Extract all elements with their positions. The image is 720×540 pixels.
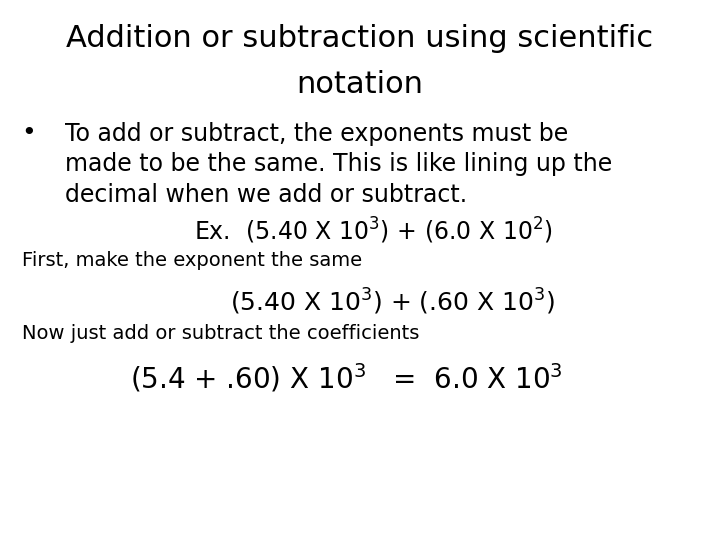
Text: (5.4 + .60) X 10$^3$   =  6.0 X 10$^3$: (5.4 + .60) X 10$^3$ = 6.0 X 10$^3$ <box>130 362 562 395</box>
Text: Ex.  (5.40 X 10$^3$) + (6.0 X 10$^2$): Ex. (5.40 X 10$^3$) + (6.0 X 10$^2$) <box>194 216 553 246</box>
Text: Addition or subtraction using scientific: Addition or subtraction using scientific <box>66 24 654 53</box>
Text: made to be the same. This is like lining up the: made to be the same. This is like lining… <box>65 152 612 176</box>
Text: notation: notation <box>297 70 423 99</box>
Text: decimal when we add or subtract.: decimal when we add or subtract. <box>65 183 467 206</box>
Text: •: • <box>22 122 36 145</box>
Text: First, make the exponent the same: First, make the exponent the same <box>22 251 361 270</box>
Text: (5.40 X 10$^3$) + (.60 X 10$^3$): (5.40 X 10$^3$) + (.60 X 10$^3$) <box>230 287 555 318</box>
Text: Now just add or subtract the coefficients: Now just add or subtract the coefficient… <box>22 324 419 343</box>
Text: To add or subtract, the exponents must be: To add or subtract, the exponents must b… <box>65 122 568 145</box>
